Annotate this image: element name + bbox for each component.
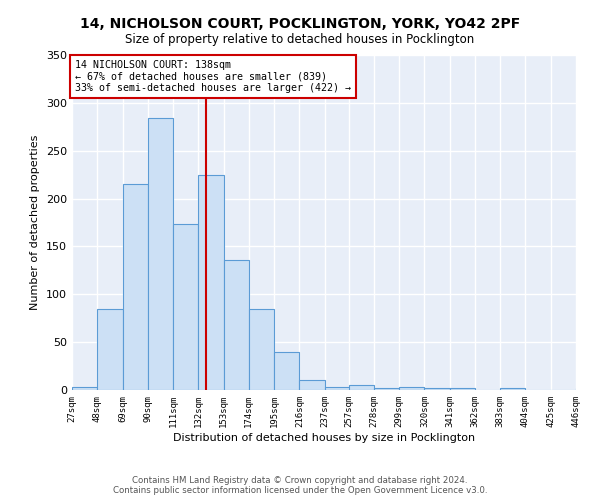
- Bar: [122, 184, 148, 390]
- Bar: [374, 388, 399, 390]
- Bar: [399, 387, 424, 390]
- Bar: [249, 308, 274, 390]
- Bar: [72, 387, 97, 390]
- Bar: [424, 388, 449, 390]
- Text: Contains HM Land Registry data © Crown copyright and database right 2024.
Contai: Contains HM Land Registry data © Crown c…: [113, 476, 487, 495]
- Bar: [299, 380, 325, 390]
- Text: 14 NICHOLSON COURT: 138sqm
← 67% of detached houses are smaller (839)
33% of sem: 14 NICHOLSON COURT: 138sqm ← 67% of deta…: [74, 60, 350, 93]
- X-axis label: Distribution of detached houses by size in Pocklington: Distribution of detached houses by size …: [173, 432, 475, 442]
- Y-axis label: Number of detached properties: Number of detached properties: [31, 135, 40, 310]
- Bar: [576, 388, 600, 390]
- Bar: [97, 308, 122, 390]
- Text: Size of property relative to detached houses in Pocklington: Size of property relative to detached ho…: [125, 32, 475, 46]
- Text: 14, NICHOLSON COURT, POCKLINGTON, YORK, YO42 2PF: 14, NICHOLSON COURT, POCKLINGTON, YORK, …: [80, 18, 520, 32]
- Bar: [199, 174, 224, 390]
- Bar: [148, 118, 173, 390]
- Bar: [500, 388, 526, 390]
- Bar: [325, 387, 350, 390]
- Bar: [224, 260, 249, 390]
- Bar: [274, 352, 299, 390]
- Bar: [349, 385, 374, 390]
- Bar: [173, 224, 199, 390]
- Bar: [449, 388, 475, 390]
